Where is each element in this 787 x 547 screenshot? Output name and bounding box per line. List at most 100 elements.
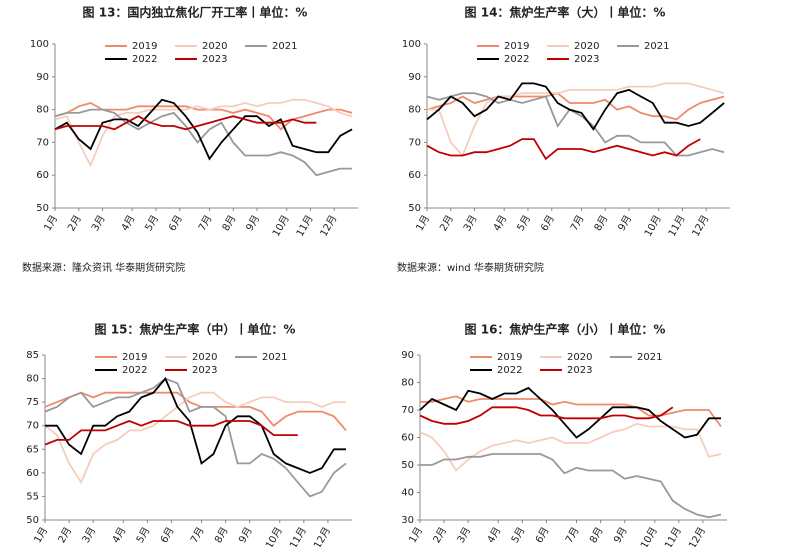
y-tick-label: 85 xyxy=(26,350,39,361)
x-tick-label: 5月 xyxy=(509,525,528,545)
x-tick-label: 9月 xyxy=(244,213,263,233)
legend-label: 2019 xyxy=(497,352,522,363)
x-tick-label: 1月 xyxy=(407,525,426,545)
x-tick-label: 1月 xyxy=(32,525,51,545)
series-line xyxy=(54,108,353,177)
x-tick-label: 8月 xyxy=(592,213,611,233)
series-line xyxy=(54,98,353,168)
x-tick-label: 3月 xyxy=(461,213,480,233)
x-tick-label: 11月 xyxy=(666,213,688,239)
series-line xyxy=(426,82,725,131)
chart-title: 图 14：焦炉生产率（大）丨单位：% xyxy=(465,5,666,20)
chart: 图 16：焦炉生产率（小）丨单位：% 30 40 50 60 70 80 90 1月 2月 3月 4月… xyxy=(401,322,727,547)
x-tick-label: 10月 xyxy=(270,213,292,239)
x-tick-label: 12月 xyxy=(318,213,340,239)
legend-label: 2019 xyxy=(122,352,147,363)
series-line xyxy=(54,115,317,131)
x-tick-label: 6月 xyxy=(158,525,177,545)
series-line xyxy=(427,82,725,158)
x-tick-label: 7月 xyxy=(568,213,587,233)
legend-label: 2020 xyxy=(192,352,217,363)
y-tick-label: 55 xyxy=(26,491,39,502)
y-tick-label: 50 xyxy=(36,203,49,214)
legend-label: 2020 xyxy=(574,41,599,52)
x-tick-label: 1月 xyxy=(414,213,433,233)
x-tick-label: 3月 xyxy=(455,525,474,545)
x-tick-label: 5月 xyxy=(515,213,534,233)
y-tick-label: 80 xyxy=(36,105,49,116)
legend-label: 2019 xyxy=(132,41,157,52)
y-tick-label: 50 xyxy=(26,515,39,526)
x-tick-label: 7月 xyxy=(563,525,582,545)
x-tick-label: 6月 xyxy=(533,525,552,545)
legend-label: 2022 xyxy=(504,54,529,65)
x-tick-label: 5月 xyxy=(143,213,162,233)
x-tick-label: 10月 xyxy=(638,525,660,547)
x-tick-label: 3月 xyxy=(80,525,99,545)
x-tick-label: 7月 xyxy=(196,213,215,233)
x-tick-label: 12月 xyxy=(690,213,712,239)
x-tick-label: 6月 xyxy=(538,213,557,233)
y-tick-label: 90 xyxy=(401,350,414,361)
x-tick-label: 11月 xyxy=(662,525,684,547)
chart-title: 图 15：焦炉生产率（中）丨单位：% xyxy=(95,322,296,337)
series-line xyxy=(44,377,347,498)
legend-label: 2020 xyxy=(567,352,592,363)
x-tick-label: 7月 xyxy=(188,525,207,545)
series-line xyxy=(420,453,722,519)
x-tick-label: 12月 xyxy=(311,525,333,547)
x-tick-label: 10月 xyxy=(263,525,285,547)
series-line xyxy=(426,92,725,157)
series-line xyxy=(54,98,353,161)
x-tick-label: 8月 xyxy=(220,213,239,233)
x-tick-label: 2月 xyxy=(56,525,75,545)
y-tick-label: 75 xyxy=(26,397,39,408)
y-tick-label: 60 xyxy=(408,170,421,181)
legend-label: 2021 xyxy=(644,41,669,52)
legend-label: 2021 xyxy=(637,352,662,363)
y-tick-label: 80 xyxy=(401,378,414,389)
series-line xyxy=(420,395,722,428)
legend-label: 2020 xyxy=(202,41,227,52)
series-line xyxy=(426,92,725,121)
y-tick-label: 80 xyxy=(26,374,39,385)
y-tick-label: 100 xyxy=(30,39,49,50)
x-tick-label: 4月 xyxy=(119,213,138,233)
y-tick-label: 50 xyxy=(401,460,414,471)
x-tick-label: 9月 xyxy=(611,525,630,545)
source: 数据来源：wind 华泰期货研究院 xyxy=(397,261,544,274)
x-tick-label: 6月 xyxy=(166,213,185,233)
y-tick-label: 65 xyxy=(26,444,39,455)
y-tick-label: 70 xyxy=(26,421,39,432)
y-tick-label: 40 xyxy=(401,488,414,499)
y-tick-label: 80 xyxy=(408,105,421,116)
y-tick-label: 90 xyxy=(36,72,49,83)
x-tick-label: 8月 xyxy=(587,525,606,545)
legend-label: 2023 xyxy=(574,54,599,65)
chart: 图 14：焦炉生产率（大）丨单位：% 数据来源：wind 华泰期货研究院 50 60 7… xyxy=(397,5,730,274)
x-tick-label: 2月 xyxy=(431,525,450,545)
x-tick-label: 9月 xyxy=(616,213,635,233)
y-tick-label: 60 xyxy=(401,433,414,444)
legend-label: 2023 xyxy=(567,365,592,376)
y-tick-label: 50 xyxy=(408,203,421,214)
x-tick-label: 8月 xyxy=(212,525,231,545)
legend-label: 2022 xyxy=(497,365,522,376)
legend-label: 2022 xyxy=(132,54,157,65)
chart: 图 15：焦炉生产率（中）丨单位：% 50 55 60 65 70 75 80 85 1月 2月 3月… xyxy=(26,322,352,547)
y-tick-label: 70 xyxy=(408,137,421,148)
y-tick-label: 30 xyxy=(401,515,414,526)
series-line xyxy=(419,406,674,425)
x-tick-label: 2月 xyxy=(437,213,456,233)
chart: 图 13：国内独立焦化厂开工率丨单位：% 数据来源：隆众资讯 华泰期货研究院 50 6… xyxy=(22,5,358,274)
x-tick-label: 1月 xyxy=(42,213,61,233)
x-tick-label: 3月 xyxy=(89,213,108,233)
series-line xyxy=(45,376,346,474)
x-tick-label: 4月 xyxy=(491,213,510,233)
y-tick-label: 90 xyxy=(408,72,421,83)
x-tick-label: 4月 xyxy=(485,525,504,545)
y-tick-label: 60 xyxy=(26,468,39,479)
y-tick-label: 100 xyxy=(402,39,421,50)
legend-label: 2023 xyxy=(192,365,217,376)
